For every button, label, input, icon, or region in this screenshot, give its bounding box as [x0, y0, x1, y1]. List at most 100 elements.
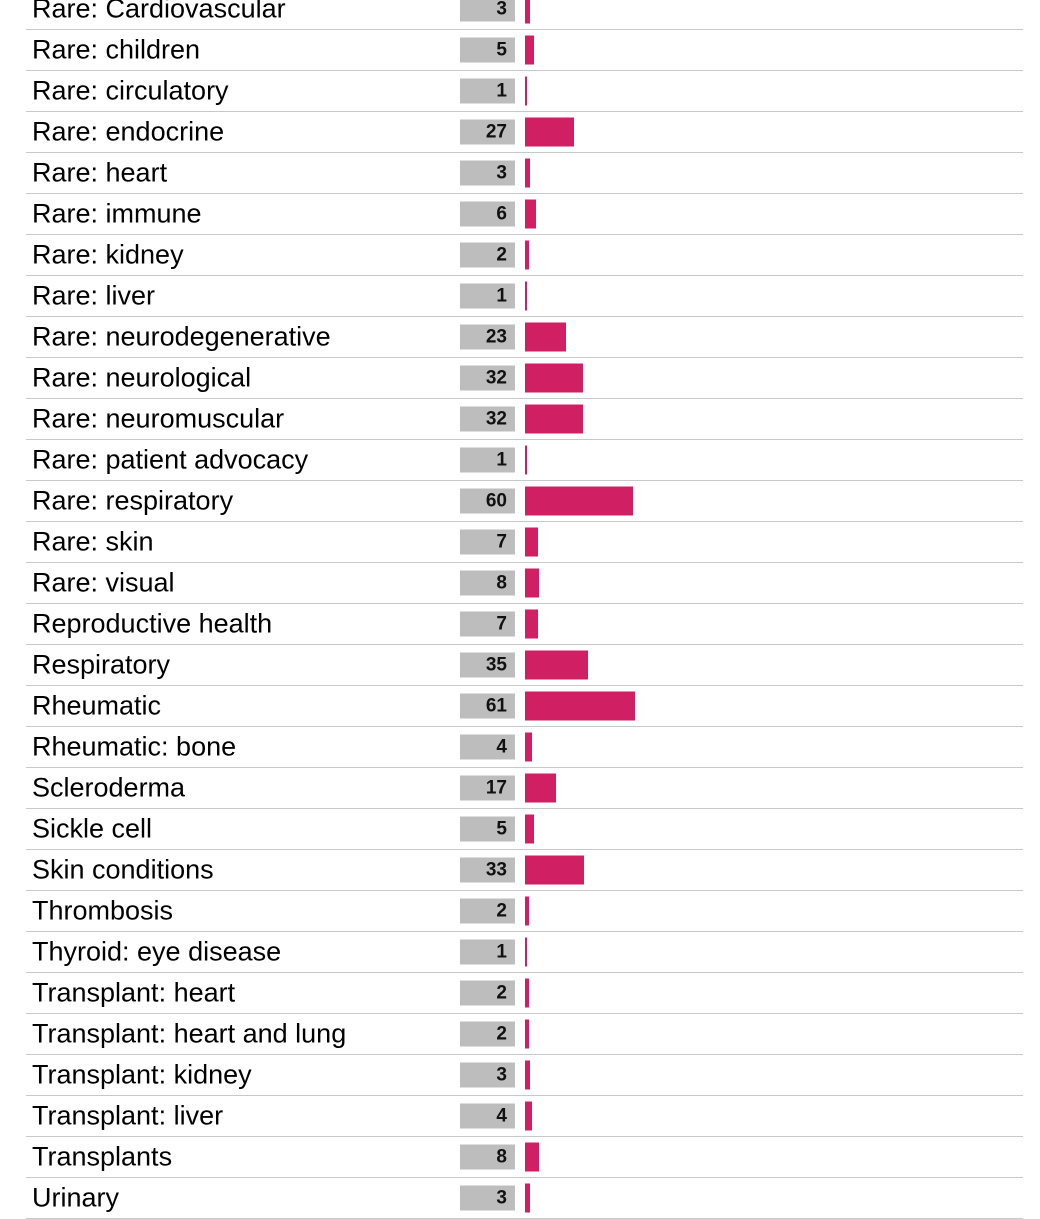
category-label: Thrombosis	[32, 895, 174, 926]
value-label: 7	[460, 529, 515, 555]
bar	[525, 609, 538, 639]
category-label: Transplant: heart and lung	[32, 1018, 347, 1049]
chart-row: Rare: circulatory 1	[26, 71, 1023, 112]
chart-row: Rare: neuromuscular 32	[26, 399, 1023, 440]
category-label: Reproductive health	[32, 608, 273, 639]
chart-row: Transplant: kidney 3	[26, 1055, 1023, 1096]
category-label: Rare: circulatory	[32, 75, 229, 106]
bar	[525, 117, 574, 147]
category-label: Rare: endocrine	[32, 116, 225, 147]
chart-row: Urinary 3	[26, 1178, 1023, 1219]
value-label: 1	[460, 447, 515, 473]
bar	[525, 773, 556, 803]
chart-row: Rare: liver 1	[26, 276, 1023, 317]
value-label: 1	[460, 939, 515, 965]
value-label: 4	[460, 734, 515, 760]
bar	[525, 281, 527, 311]
bar	[525, 814, 534, 844]
value-label: 33	[460, 857, 515, 883]
bar	[525, 445, 527, 475]
bar	[525, 404, 583, 434]
category-label: Transplant: liver	[32, 1100, 224, 1131]
value-label: 61	[460, 693, 515, 719]
category-label: Rheumatic	[32, 690, 162, 721]
bar	[525, 1019, 529, 1049]
chart-row: Rare: immune 6	[26, 194, 1023, 235]
chart-row: Transplant: liver 4	[26, 1096, 1023, 1137]
bar	[525, 486, 633, 516]
value-label: 32	[460, 365, 515, 391]
category-label: Skin conditions	[32, 854, 214, 885]
chart-row: Transplant: heart 2	[26, 973, 1023, 1014]
bar	[525, 937, 527, 967]
category-label: Transplant: heart	[32, 977, 236, 1008]
bar	[525, 1101, 532, 1131]
value-label: 2	[460, 898, 515, 924]
category-label: Thyroid: eye disease	[32, 936, 282, 967]
category-label: Rare: neuromuscular	[32, 403, 285, 434]
chart-row: Thrombosis 2	[26, 891, 1023, 932]
chart-row: Rare: heart 3	[26, 153, 1023, 194]
category-label: Rare: kidney	[32, 239, 184, 270]
chart-row: Rare: visual 8	[26, 563, 1023, 604]
category-label: Respiratory	[32, 649, 171, 680]
bar	[525, 0, 530, 24]
value-label: 8	[460, 1144, 515, 1170]
category-label: Sickle cell	[32, 813, 153, 844]
value-label: 1	[460, 78, 515, 104]
bar	[525, 1183, 530, 1213]
category-label: Rare: patient advocacy	[32, 444, 309, 475]
chart-row: Thyroid: eye disease 1	[26, 932, 1023, 973]
value-label: 35	[460, 652, 515, 678]
bar	[525, 527, 538, 557]
category-label: Transplants	[32, 1141, 173, 1172]
category-label: Rare: heart	[32, 157, 168, 188]
value-label: 3	[460, 1185, 515, 1211]
value-label: 5	[460, 816, 515, 842]
chart-row: Rheumatic 61	[26, 686, 1023, 727]
category-label: Rare: immune	[32, 198, 202, 229]
category-label: Rare: neurological	[32, 362, 252, 393]
chart-row: Skin conditions 33	[26, 850, 1023, 891]
chart-row: Transplant: heart and lung 2	[26, 1014, 1023, 1055]
chart-row: Rare: neurological 32	[26, 358, 1023, 399]
chart-row: Rare: kidney 2	[26, 235, 1023, 276]
value-label: 4	[460, 1103, 515, 1129]
chart-row: Rare: endocrine 27	[26, 112, 1023, 153]
chart-row: Scleroderma 17	[26, 768, 1023, 809]
value-label: 3	[460, 0, 515, 22]
bar	[525, 322, 566, 352]
category-label: Urinary	[32, 1182, 120, 1213]
bar	[525, 1142, 539, 1172]
value-label: 60	[460, 488, 515, 514]
value-label: 2	[460, 242, 515, 268]
bar	[525, 650, 588, 680]
category-label: Rare: skin	[32, 526, 154, 557]
category-label: Rare: neurodegenerative	[32, 321, 331, 352]
value-label: 32	[460, 406, 515, 432]
category-label: Rare: respiratory	[32, 485, 234, 516]
chart-row: Rare: patient advocacy 1	[26, 440, 1023, 481]
chart-row: Reproductive health 7	[26, 604, 1023, 645]
bar	[525, 240, 529, 270]
chart-row: Rheumatic: bone 4	[26, 727, 1023, 768]
category-label: Rare: children	[32, 34, 201, 65]
chart-row: Rare: Cardiovascular 3	[26, 0, 1023, 30]
chart-row: Sickle cell 5	[26, 809, 1023, 850]
category-label: Transplant: kidney	[32, 1059, 252, 1090]
bar	[525, 35, 534, 65]
bar	[525, 199, 536, 229]
value-label: 2	[460, 1021, 515, 1047]
chart-row: Rare: skin 7	[26, 522, 1023, 563]
bar	[525, 568, 539, 598]
chart-row: Transplants 8	[26, 1137, 1023, 1178]
value-label: 8	[460, 570, 515, 596]
bar	[525, 158, 530, 188]
value-label: 2	[460, 980, 515, 1006]
category-label: Scleroderma	[32, 772, 186, 803]
chart-row: Respiratory 35	[26, 645, 1023, 686]
category-label: Rheumatic: bone	[32, 731, 237, 762]
category-label: Rare: liver	[32, 280, 156, 311]
chart-row: Rare: children 5	[26, 30, 1023, 71]
